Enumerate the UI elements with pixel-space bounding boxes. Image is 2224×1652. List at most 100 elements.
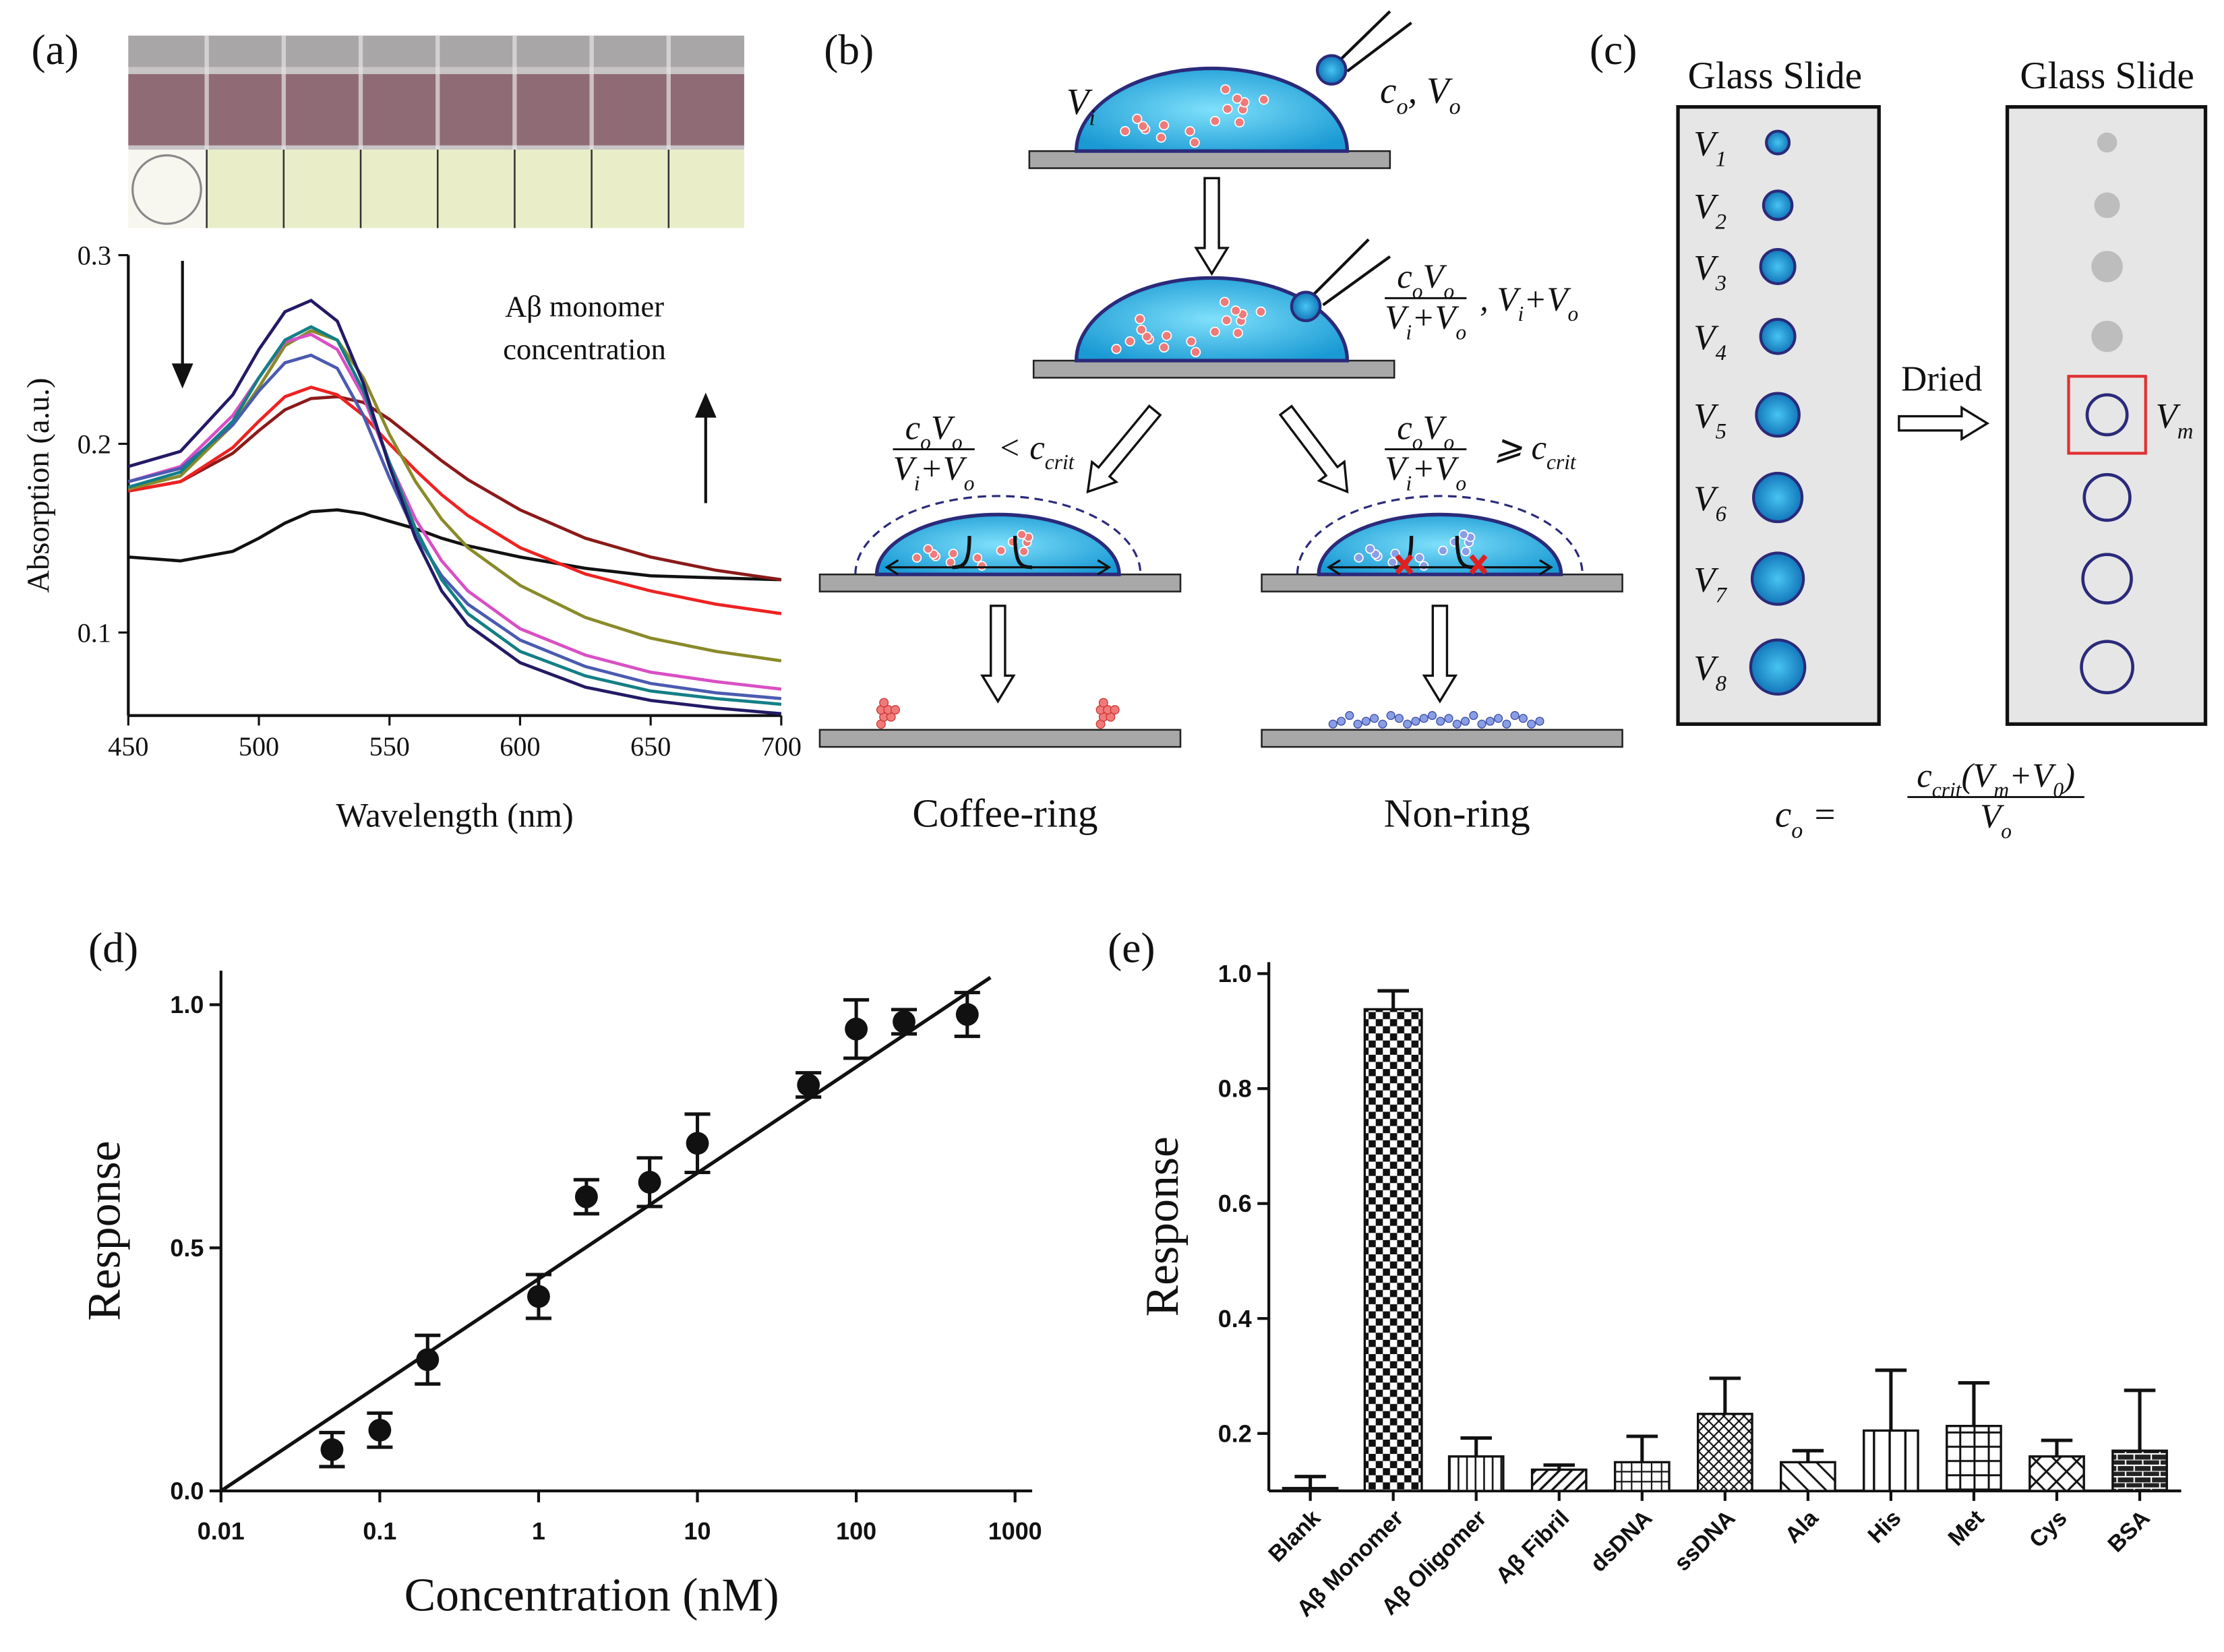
droplet	[874, 512, 1121, 576]
formula: coVo	[905, 408, 963, 454]
formula-subscript: o	[1444, 431, 1455, 454]
formula-subscript: m	[2177, 419, 2194, 443]
formula-subscript: o	[1412, 431, 1423, 454]
x-tick-label: Met	[1943, 1505, 1989, 1551]
particle	[1158, 120, 1170, 131]
formula: co =	[1775, 794, 1837, 843]
formula: V7	[1693, 561, 1727, 608]
blocked-mark	[1469, 554, 1488, 575]
formula-subscript: 2	[1716, 210, 1726, 234]
spectrum-line	[127, 329, 782, 663]
particle	[1438, 545, 1448, 556]
error-bar	[2041, 1438, 2073, 1457]
bar	[1363, 1008, 1423, 1492]
deposit	[1469, 711, 1478, 721]
particle	[1458, 529, 1469, 540]
formula-part: V	[1423, 257, 1447, 295]
process-arrow	[1422, 605, 1458, 704]
dried-spot	[2091, 251, 2123, 282]
formula: Vi+Vo	[893, 450, 975, 495]
drop-spot	[1759, 247, 1797, 285]
particle	[1222, 103, 1233, 115]
trend-arrows	[171, 261, 717, 503]
formula-subscript: 4	[1716, 341, 1726, 365]
process-label: Dried	[1901, 359, 1982, 398]
particle	[1137, 121, 1149, 131]
deposit	[879, 698, 889, 708]
formula: V1	[1693, 125, 1726, 172]
dried-spot	[2094, 192, 2120, 218]
formula-subscript: crit	[1045, 450, 1075, 474]
y-tick-label: 0.6	[1218, 1190, 1252, 1217]
x-tick-label: 100	[836, 1517, 876, 1545]
particle	[1189, 137, 1200, 148]
formula-subscript: i	[914, 471, 920, 495]
data-point	[893, 1010, 915, 1033]
formula: ccrit(Vm+V0)	[1917, 756, 2075, 801]
added-drop	[1315, 54, 1348, 86]
formula-part: =	[1803, 794, 1837, 835]
dried-spot	[2091, 320, 2123, 353]
bar	[1780, 1461, 1836, 1492]
formula-subscript: 0	[2053, 778, 2064, 802]
particle	[1387, 557, 1397, 568]
formula: coVo	[1397, 408, 1454, 454]
particle	[1135, 313, 1145, 324]
formula-part: +V	[1412, 450, 1459, 487]
particle	[1209, 326, 1220, 337]
drop-spot	[1762, 189, 1794, 221]
formula-part: V	[1693, 125, 1719, 164]
formula-part: V	[2155, 396, 2181, 435]
formula: V2	[1693, 187, 1726, 235]
x-tick-label: 700	[761, 731, 802, 762]
deposit	[1502, 719, 1511, 729]
initial-contour	[854, 495, 1142, 575]
glass-slide	[818, 729, 1182, 748]
error-bar	[1294, 1475, 1326, 1488]
panel-label: (d)	[88, 923, 138, 971]
particle	[1132, 113, 1143, 124]
formula-subscript: 3	[1715, 271, 1726, 295]
y-tick-label: 0.1	[78, 617, 111, 648]
panel-label: (a)	[32, 26, 79, 73]
panel-label: (b)	[824, 26, 874, 73]
particle	[1232, 328, 1243, 338]
error-bar	[1792, 1448, 1824, 1463]
error-bar	[2124, 1388, 2156, 1451]
deposit	[1361, 716, 1371, 726]
spectrum-line	[128, 508, 781, 582]
formula: V5	[1693, 396, 1726, 443]
glass-slide	[1261, 573, 1623, 592]
formula-part: V	[1693, 649, 1719, 688]
drop-spot	[1752, 471, 1804, 524]
slide-title: Glass Slide	[2020, 55, 2194, 97]
formula-subscript: 5	[1716, 419, 1726, 443]
formula-part: V	[1385, 450, 1409, 487]
process-arrow	[1086, 404, 1162, 494]
blocked-mark	[1395, 554, 1414, 575]
formula: Vi+Vo	[1385, 299, 1466, 344]
formula-part: +V	[1524, 280, 1571, 318]
deposit	[1345, 711, 1354, 721]
deposit	[1427, 711, 1437, 721]
y-axis-label: Absorption (a.u.)	[22, 378, 56, 593]
formula-part: V	[1693, 187, 1719, 226]
formula-part: +V	[1412, 299, 1459, 336]
pipette	[1311, 238, 1370, 298]
data-point	[320, 1438, 344, 1461]
deposit	[1477, 719, 1486, 729]
droplet	[1074, 66, 1350, 153]
bar	[1696, 1413, 1753, 1492]
formula-subscript: 1	[1716, 147, 1726, 171]
deposit	[1386, 711, 1395, 721]
deposit	[1452, 719, 1462, 729]
particle	[1220, 84, 1231, 95]
error-bar	[1958, 1381, 1990, 1426]
x-axis-label: Wavelength (nm)	[336, 797, 573, 834]
formula-subscript: i	[1089, 106, 1095, 131]
drop-spot	[1759, 317, 1797, 355]
y-tick-label: 0.2	[78, 429, 111, 460]
glass-slide	[818, 573, 1182, 592]
y-tick-label: 0.4	[1218, 1305, 1252, 1333]
fit-line	[220, 976, 992, 1493]
